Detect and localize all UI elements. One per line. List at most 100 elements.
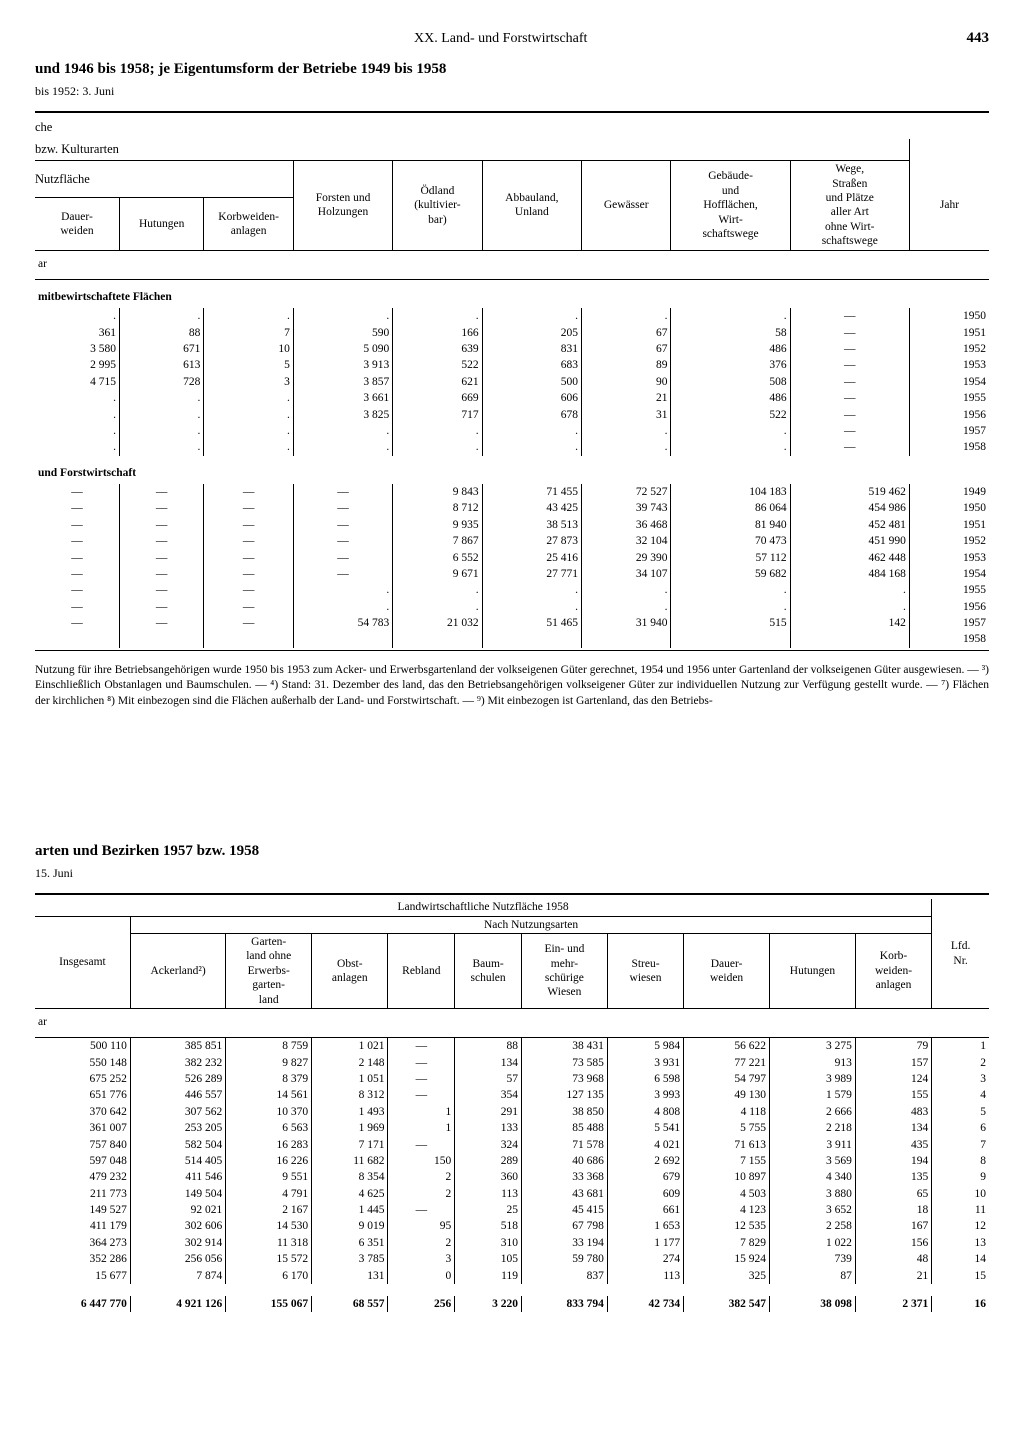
cell: 38 431 (521, 1038, 607, 1055)
cell: 486 (671, 390, 790, 406)
cell: 59 780 (521, 1251, 607, 1267)
cell: — (119, 517, 203, 533)
cell: 1957 (909, 615, 989, 631)
table-row: 500 110385 8518 7591 021—8838 4315 98456… (35, 1038, 989, 1055)
cell: 454 986 (790, 500, 909, 516)
cell: — (293, 517, 392, 533)
cell: . (582, 439, 671, 455)
cell: 462 448 (790, 550, 909, 566)
cell: 105 (455, 1251, 522, 1267)
c2-1: Ackerland²) (130, 934, 225, 1009)
cell: 325 (684, 1268, 770, 1284)
cell: 15 924 (684, 1251, 770, 1267)
cell: 9 551 (226, 1169, 312, 1185)
cell: 2 692 (607, 1153, 683, 1169)
cell: 71 455 (482, 484, 581, 500)
table-row: ...3 82571767831522—1956 (35, 407, 989, 423)
cell: 134 (855, 1120, 931, 1136)
cell: 514 405 (130, 1153, 225, 1169)
cell: 33 194 (521, 1235, 607, 1251)
cell: 1953 (909, 550, 989, 566)
table-row: 3618875901662056758—1951 (35, 325, 989, 341)
cell: 1954 (909, 566, 989, 582)
cell: 354 (455, 1087, 522, 1103)
cell: 307 562 (130, 1104, 225, 1120)
cell: 3 911 (770, 1137, 856, 1153)
cell: 913 (770, 1055, 856, 1071)
cell: 479 232 (35, 1169, 130, 1185)
cell: 155 (855, 1087, 931, 1103)
cell: 6 563 (226, 1120, 312, 1136)
cell: 4 625 (312, 1186, 388, 1202)
table-row: 651 776446 55714 5618 312—354127 1353 99… (35, 1087, 989, 1103)
cell: 1950 (909, 308, 989, 324)
cell: . (582, 308, 671, 324)
cell: 411 546 (130, 1169, 225, 1185)
cell: 661 (607, 1202, 683, 1218)
col-hutungen: Hutungen (119, 198, 203, 250)
cell: 324 (455, 1137, 522, 1153)
cell: . (482, 582, 581, 598)
cell: 8 759 (226, 1038, 312, 1055)
cell: 12 (932, 1218, 989, 1234)
cell: 1958 (909, 439, 989, 455)
section-b-label: und Forstwirtschaft (35, 456, 989, 484)
cell: . (35, 439, 119, 455)
cell: 166 (393, 325, 482, 341)
table2-subtitle: 15. Juni (35, 866, 989, 881)
table-row: ———54 78321 03251 46531 9405151421957 (35, 615, 989, 631)
cell: 1957 (909, 423, 989, 439)
cell: 582 504 (130, 1137, 225, 1153)
cell: 34 107 (582, 566, 671, 582)
cell: . (293, 599, 392, 615)
cell: — (293, 566, 392, 582)
cell (790, 631, 909, 647)
cell: 113 (607, 1268, 683, 1284)
cell: 683 (482, 357, 581, 373)
cell: 77 221 (684, 1055, 770, 1071)
cell: 11 318 (226, 1235, 312, 1251)
cell: 3 857 (293, 374, 392, 390)
cell: — (119, 615, 203, 631)
cell: . (790, 582, 909, 598)
cell: . (671, 308, 790, 324)
cell: 9 019 (312, 1218, 388, 1234)
section-a-label: mitbewirtschaftete Flächen (35, 279, 989, 308)
cell: — (119, 550, 203, 566)
cell: 2 666 (770, 1104, 856, 1120)
col-jahr: Jahr (909, 161, 989, 250)
cell: 90 (582, 374, 671, 390)
c2-3: Obst- anlagen (312, 934, 388, 1009)
cell: — (204, 484, 293, 500)
col-wege: Wege, Straßen und Plätze aller Art ohne … (790, 161, 909, 250)
c2-7: Streu- wiesen (607, 934, 683, 1009)
cell: 3 661 (293, 390, 392, 406)
cell: 2 167 (226, 1202, 312, 1218)
cell: 205 (482, 325, 581, 341)
cell: 522 (393, 357, 482, 373)
cell: 606 (482, 390, 581, 406)
cell: 484 168 (790, 566, 909, 582)
cell: 54 783 (293, 615, 392, 631)
cell: — (204, 517, 293, 533)
cell: 18 (855, 1202, 931, 1218)
cell: 1952 (909, 341, 989, 357)
cell: 1954 (909, 374, 989, 390)
table1-footnote: Nutzung für ihre Betriebsangehörigen wur… (35, 663, 989, 710)
cell: 58 (671, 325, 790, 341)
cell: 10 897 (684, 1169, 770, 1185)
cell: 739 (770, 1251, 856, 1267)
cell: . (293, 423, 392, 439)
cell: 86 064 (671, 500, 790, 516)
total-cell: 833 794 (521, 1296, 607, 1312)
cell: . (482, 439, 581, 455)
cell: . (119, 308, 203, 324)
cell: 31 (582, 407, 671, 423)
cell: . (204, 390, 293, 406)
cell: 522 (671, 407, 790, 423)
cell: — (388, 1038, 455, 1055)
cell: 5 755 (684, 1120, 770, 1136)
cell: 3 880 (770, 1186, 856, 1202)
cell: . (482, 423, 581, 439)
cell: 5 (204, 357, 293, 373)
